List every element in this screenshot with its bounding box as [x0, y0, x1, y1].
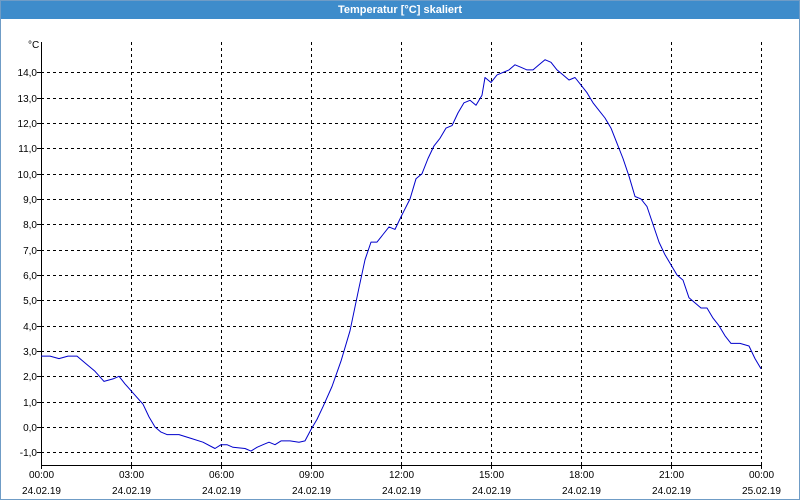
y-tick-label: 1,0: [23, 398, 37, 409]
x-tick-date-label: 24.02.19: [292, 486, 331, 497]
x-tick-date-label: 24.02.19: [562, 486, 601, 497]
y-tick-label: 14,0: [18, 68, 38, 79]
x-tick-time-label: 00:00: [29, 470, 54, 481]
y-tick-label: 7,0: [23, 246, 37, 257]
y-tick-label: 3,0: [23, 347, 37, 358]
y-tick-label: 6,0: [23, 271, 37, 282]
x-tick-labels: 00:00 24.02.19 03:00 24.02.19 06:00 24.02.19 0…: [22, 470, 781, 497]
y-tick-label: 2,0: [23, 372, 37, 383]
y-tick-label: 9,0: [23, 195, 37, 206]
x-tick-time-label: 00:00: [749, 470, 774, 481]
x-tick-date-label: 24.02.19: [112, 486, 151, 497]
y-tick-label: 10,0: [18, 170, 38, 181]
x-tick-time-label: 12:00: [389, 470, 414, 481]
y-tick-label: 13,0: [18, 94, 38, 105]
x-tick-date-label: 24.02.19: [202, 486, 241, 497]
window-title: Temperatur [°C] skaliert: [1, 1, 799, 19]
x-tick-time-label: 06:00: [209, 470, 234, 481]
grid: [37, 42, 762, 469]
x-tick-time-label: 18:00: [569, 470, 594, 481]
series-group: [41, 59, 762, 452]
y-tick-label: 0,0: [23, 423, 37, 434]
x-tick-time-label: 03:00: [119, 470, 144, 481]
y-tick-label: 5,0: [23, 296, 37, 307]
y-tick-label: 8,0: [23, 220, 37, 231]
y-axis-unit-label: °C: [28, 40, 39, 51]
x-tick-date-label: 24.02.19: [22, 486, 61, 497]
temperature-chart: -1,0 0,0 1,0 2,0 3,0 4,0 5,0 6,0 7,0 8,0 9,0 10,0 11…: [18, 40, 782, 497]
temperature-series-line: [41, 59, 762, 452]
y-tick-label: 11,0: [18, 144, 37, 155]
x-tick-date-label: 24.02.19: [382, 486, 421, 497]
y-tick-label: -1,0: [20, 448, 38, 459]
y-tick-labels: -1,0 0,0 1,0 2,0 3,0 4,0 5,0 6,0 7,0 8,0 9,0 10,0 11…: [18, 68, 38, 459]
y-tick-label: 4,0: [23, 322, 37, 333]
x-tick-time-label: 21:00: [659, 470, 684, 481]
x-tick-date-label: 25.02.19: [742, 486, 781, 497]
plot-area: -1,0 0,0 1,0 2,0 3,0 4,0 5,0 6,0 7,0 8,0 9,0 10,0 11…: [1, 20, 799, 499]
x-tick-date-label: 24.02.19: [652, 486, 691, 497]
y-tick-label: 12,0: [18, 119, 38, 130]
x-tick-time-label: 15:00: [479, 470, 504, 481]
x-tick-time-label: 09:00: [299, 470, 324, 481]
x-tick-date-label: 24.02.19: [472, 486, 511, 497]
